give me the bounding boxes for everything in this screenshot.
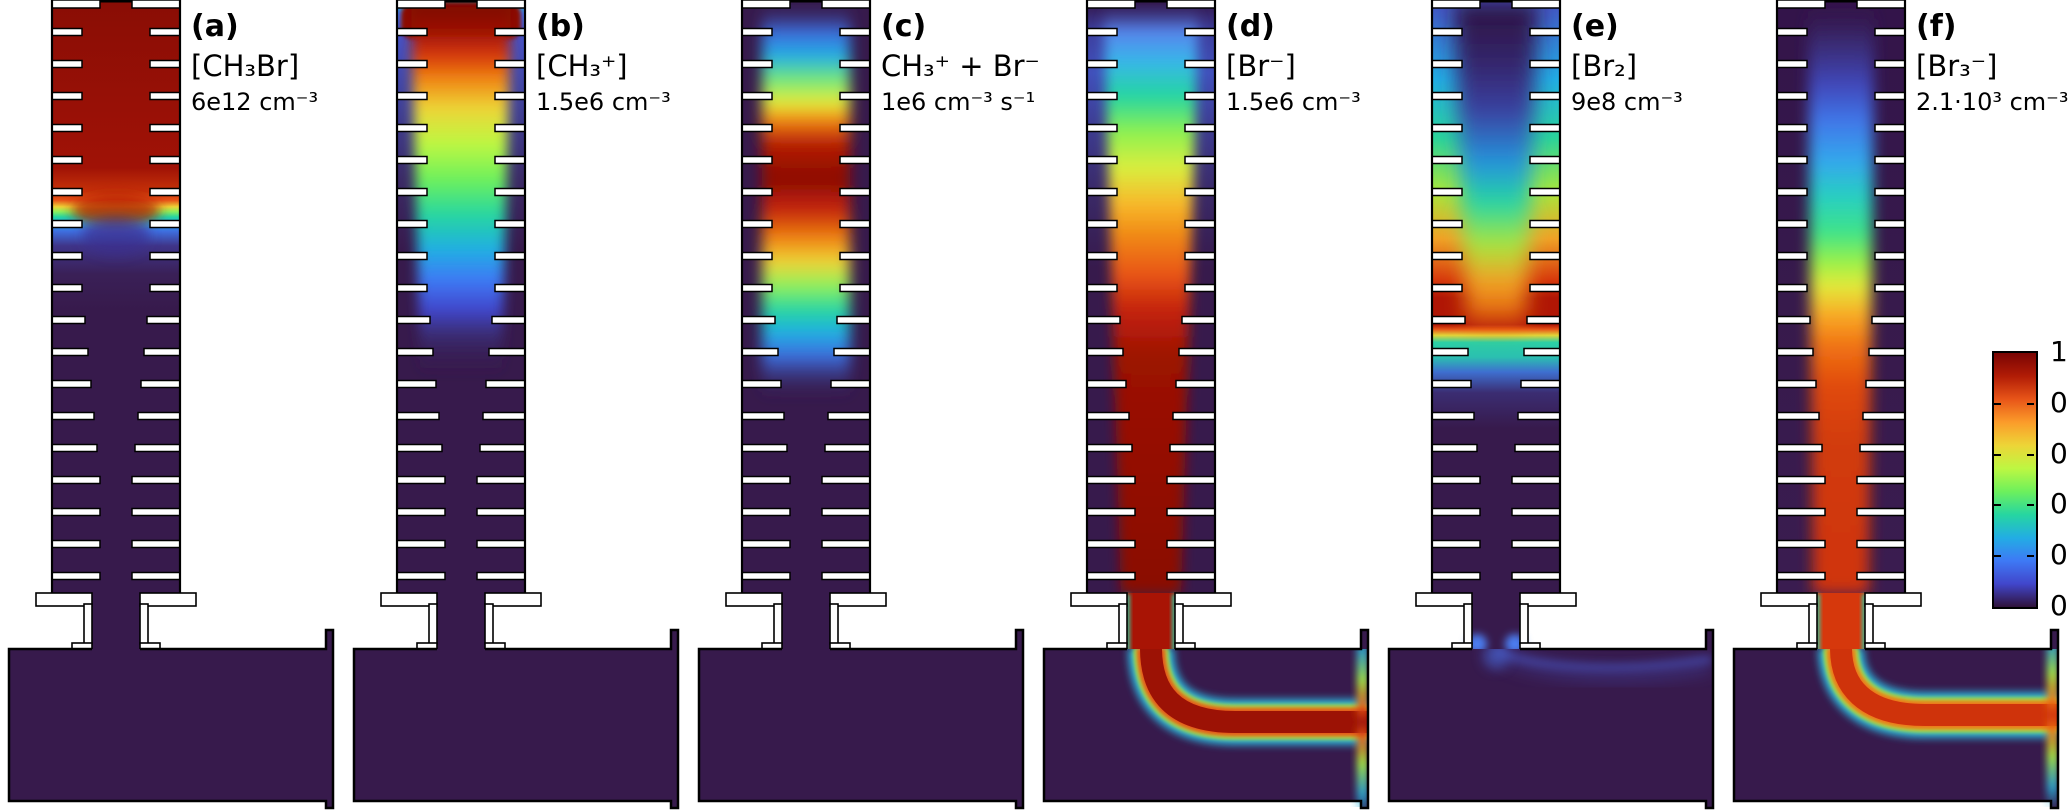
concentration-field-e (1387, 0, 1715, 810)
nozzle-structure (725, 592, 887, 650)
scale-label: 2.1·10³ cm⁻³ (1916, 88, 2068, 116)
panel-tag: (b) (536, 9, 585, 44)
tube-field (1433, 2, 1559, 594)
panel-b: (b) [CH₃⁺] 1.5e6 cm⁻³ (345, 0, 690, 810)
tube-walls (1085, 0, 1217, 594)
colorbar-tick-label: 0.8 (2050, 385, 2068, 419)
tube-fins (1776, 0, 1906, 581)
nozzle-structure (1415, 592, 1577, 650)
tube-walls (1775, 0, 1907, 594)
tube-field (398, 2, 524, 594)
scale-label: 1.5e6 cm⁻³ (536, 88, 671, 116)
chamber-gas (354, 630, 678, 808)
colorbar-tick (1994, 453, 2001, 456)
concentration-field-d (1042, 0, 1370, 810)
species-label: [Br₂] (1571, 49, 1638, 83)
chamber-outline (7, 628, 335, 810)
colorbar-gradient (1992, 351, 2038, 609)
species-label: [CH₃⁺] (536, 49, 628, 83)
tube-fins (1086, 0, 1216, 581)
panel-tag: (f) (1916, 9, 1957, 44)
tube-walls (50, 0, 182, 594)
panel-label: (e) [Br₂] 9e8 cm⁻³ (1571, 8, 1683, 118)
panel-label: (f) [Br₃⁻] 2.1·10³ cm⁻³ (1916, 8, 2068, 118)
nozzle-structure (1760, 592, 1922, 650)
colorbar-tick (2027, 402, 2034, 405)
concentration-field-f (1732, 0, 2060, 810)
panel-tag: (e) (1571, 9, 1619, 44)
panel-label: (b) [CH₃⁺] 1.5e6 cm⁻³ (536, 8, 671, 118)
chamber-outline (697, 628, 1025, 810)
reaction-rate-field-c (697, 0, 1025, 810)
panel-tag: (d) (1226, 9, 1275, 44)
chamber-outline (1732, 628, 2060, 810)
species-label: [CH₃Br] (191, 49, 300, 83)
nozzle-gas (1815, 593, 1867, 653)
scale-label: 9e8 cm⁻³ (1571, 88, 1683, 116)
nozzle-structure (35, 592, 197, 650)
tube-field (53, 2, 179, 594)
concentration-field-a (7, 0, 335, 810)
species-label: [Br₃⁻] (1916, 49, 1998, 83)
nozzle-gas (782, 593, 830, 653)
tube-field (743, 2, 869, 594)
species-label: CH₃⁺ + Br⁻ (881, 49, 1040, 83)
tube-field (1088, 2, 1214, 594)
tube-walls (395, 0, 527, 594)
chamber-gas (1389, 630, 1713, 808)
colorbar-tick (1994, 402, 2001, 405)
colorbar-tick (2027, 453, 2034, 456)
scale-label: 1e6 cm⁻³ s⁻¹ (881, 88, 1036, 116)
chamber-outline (352, 628, 680, 810)
tube-walls (740, 0, 872, 594)
colorbar-tick-label: 0.6 (2050, 436, 2068, 470)
panel-d: (d) [Br⁻] 1.5e6 cm⁻³ (1035, 0, 1380, 810)
colorbar-tick-label: 0 (2050, 589, 2068, 623)
species-label: [Br⁻] (1226, 49, 1296, 83)
colorbar-tick-label: 0.2 (2050, 538, 2068, 572)
nozzle-structure (1070, 592, 1232, 650)
tube-walls (1430, 0, 1562, 594)
colorbar-tick-label: 1 (2050, 335, 2068, 369)
colorbar-tick-label: 0.4 (2050, 487, 2068, 521)
nozzle-gas (1125, 593, 1177, 653)
nozzle-gas (92, 593, 140, 653)
panel-c: (c) CH₃⁺ + Br⁻ 1e6 cm⁻³ s⁻¹ (690, 0, 1040, 810)
scale-label: 1.5e6 cm⁻³ (1226, 88, 1361, 116)
nozzle-structure (380, 592, 542, 650)
colorbar-tick (2027, 504, 2034, 507)
panel-label: (d) [Br⁻] 1.5e6 cm⁻³ (1226, 8, 1361, 118)
colorbar-tick (1994, 504, 2001, 507)
panel-e: (e) [Br₂] 9e8 cm⁻³ (1380, 0, 1725, 810)
panel-f: (f) [Br₃⁻] 2.1·10³ cm⁻³ (1725, 0, 2068, 810)
concentration-field-b (352, 0, 680, 810)
chamber-gas (9, 630, 333, 808)
nozzle-gas (1467, 593, 1525, 654)
chamber-trace (1483, 649, 1713, 682)
tube-fins (396, 0, 526, 581)
panel-tag: (a) (191, 9, 239, 44)
tube-fins (51, 0, 181, 581)
panel-label: (c) CH₃⁺ + Br⁻ 1e6 cm⁻³ s⁻¹ (881, 8, 1040, 118)
panel-label: (a) [CH₃Br] 6e12 cm⁻³ (191, 8, 318, 118)
colorbar-tick (1994, 555, 2001, 558)
panel-a: (a) [CH₃Br] 6e12 cm⁻³ (0, 0, 345, 810)
chamber-outline (1042, 628, 1370, 810)
tube-field (1778, 2, 1904, 594)
scale-label: 6e12 cm⁻³ (191, 88, 319, 116)
colorbar-tick (2027, 555, 2034, 558)
chamber-gas (699, 630, 1023, 808)
panel-tag: (c) (881, 9, 927, 44)
outlet-stream (1128, 649, 1368, 807)
outlet-stream (1818, 649, 2058, 807)
chamber-outline (1387, 628, 1715, 810)
colorbar: 1 0.8 0.6 0.4 0.2 0 (1992, 335, 2068, 631)
nozzle-gas (437, 593, 485, 653)
